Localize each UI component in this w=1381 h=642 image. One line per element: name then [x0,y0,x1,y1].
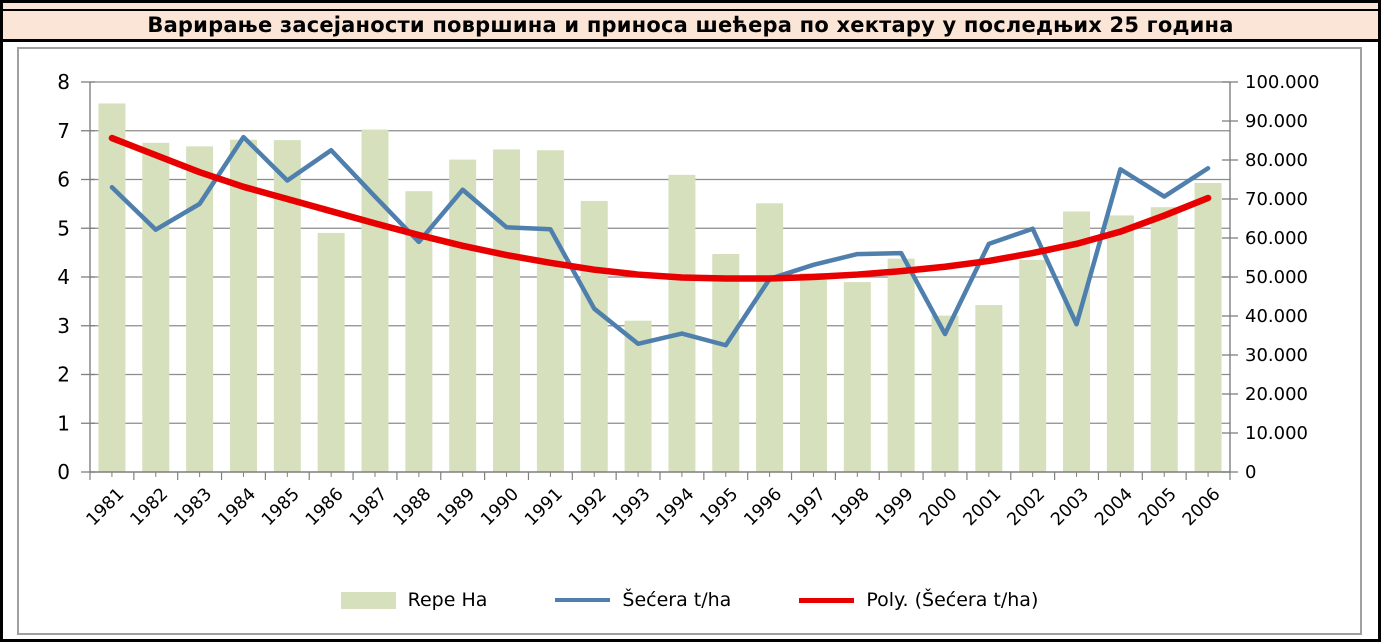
x-axis-label: 2001 [960,484,1006,530]
legend-label-secera: Šećera t/ha [622,589,732,611]
x-axis-label: 1999 [872,484,918,530]
legend-label-poly: Poly. (Šećera t/ha) [866,589,1039,611]
legend: Repe Ha Šećera t/ha Poly. (Šećera t/ha) [19,585,1360,615]
y-axis-label-left: 3 [57,314,70,338]
chart-box: 0 1 2 3 4 5 6 7 8 0 10.000 20.000 30.000 40.000 50.000… [17,47,1362,635]
x-axis-label: 2005 [1135,484,1181,530]
x-axis-label: 1989 [434,484,480,530]
y-axis-label-right: 70.000 [1245,189,1308,210]
bar [756,203,784,473]
bar [229,139,257,472]
y-axis-label-left: 7 [57,119,70,143]
y-axis-label-right: 20.000 [1245,384,1308,405]
x-axis-label: 1990 [477,484,523,530]
x-axis-label: 1993 [609,484,655,530]
x-axis-label: 1997 [784,484,830,530]
y-axis-label-left: 8 [57,70,70,94]
bar [580,200,608,472]
bar [668,174,696,472]
y-axis-label-left: 2 [57,363,70,387]
bar [536,150,564,472]
x-axis-label: 1983 [171,484,217,530]
bar [975,305,1003,472]
x-axis-label: 1986 [302,484,348,530]
bar [931,315,959,472]
bar [1106,215,1134,472]
trend-line [108,134,1212,282]
y-axis-label-right: 10.000 [1245,423,1308,444]
bar [1150,207,1178,472]
x-axis-label: 1994 [653,484,699,530]
x-axis-label: 1987 [346,484,392,530]
y-axis-label-right: 50.000 [1245,267,1308,288]
bar [799,273,827,472]
x-axis-label: 1995 [697,484,743,530]
x-axis-label: 1988 [390,484,436,530]
x-axis-label: 2002 [1004,484,1050,530]
x-axis-label: 1982 [127,484,173,530]
title-bar: Варирање засејаности површина и приноса … [3,3,1378,42]
y-axis-label-right: 30.000 [1245,345,1308,366]
y-axis-label-left: 4 [57,265,70,289]
y-axis-label-left: 5 [57,216,70,240]
bar [493,149,521,472]
bar [449,159,477,473]
bar [887,258,915,472]
page-title: Варирање засејаности површина и приноса … [147,12,1234,37]
line-series-swatch [555,598,611,602]
bar [186,146,214,472]
legend-label-repe-ha: Repe Ha [407,589,488,611]
title-bar-inner: Варирање засејаности површина и приноса … [3,9,1378,38]
trend-series-swatch [799,597,855,603]
y-axis-label-right: 40.000 [1245,306,1308,327]
bar [273,140,301,473]
bar [317,232,345,472]
legend-item-repe-ha: Repe Ha [340,589,488,611]
y-axis-label-right: 0 [1245,462,1256,483]
bar [361,129,389,472]
x-axis-label: 2003 [1047,484,1093,530]
legend-item-secera: Šećera t/ha [555,589,731,611]
x-axis-label: 1998 [828,484,874,530]
bar [712,253,740,472]
bar [1063,211,1091,473]
y-axis-label-left: 0 [57,460,70,484]
y-axis-label-right: 80.000 [1245,150,1308,171]
y-axis-label-right: 60.000 [1245,228,1308,249]
x-axis-label: 1985 [258,484,304,530]
y-axis-label-left: 1 [57,411,70,435]
bar [98,103,126,472]
bar [843,282,871,472]
bar-series-swatch [340,591,396,609]
x-axis-label: 1984 [214,484,260,530]
x-axis-label: 1996 [741,484,787,530]
x-axis-label: 1991 [521,484,567,530]
bar [1019,259,1047,472]
legend-item-poly: Poly. (Šećera t/ha) [799,589,1038,611]
x-axis-label: 1992 [565,484,611,530]
bar [142,142,170,472]
y-axis-label-right: 90.000 [1245,111,1308,132]
x-axis-label: 2006 [1179,484,1225,530]
sugar-yield-line [109,134,1211,348]
bar [1194,183,1222,472]
x-axis-label: 2004 [1091,484,1137,530]
y-axis-label-left: 6 [57,168,70,192]
x-axis-label: 2000 [916,484,962,530]
x-axis-label: 1981 [83,484,129,530]
y-axis-label-right: 100.000 [1245,72,1319,93]
chart-svg: 0 1 2 3 4 5 6 7 8 0 10.000 20.000 30.000 40.000 50.000… [57,70,1319,530]
